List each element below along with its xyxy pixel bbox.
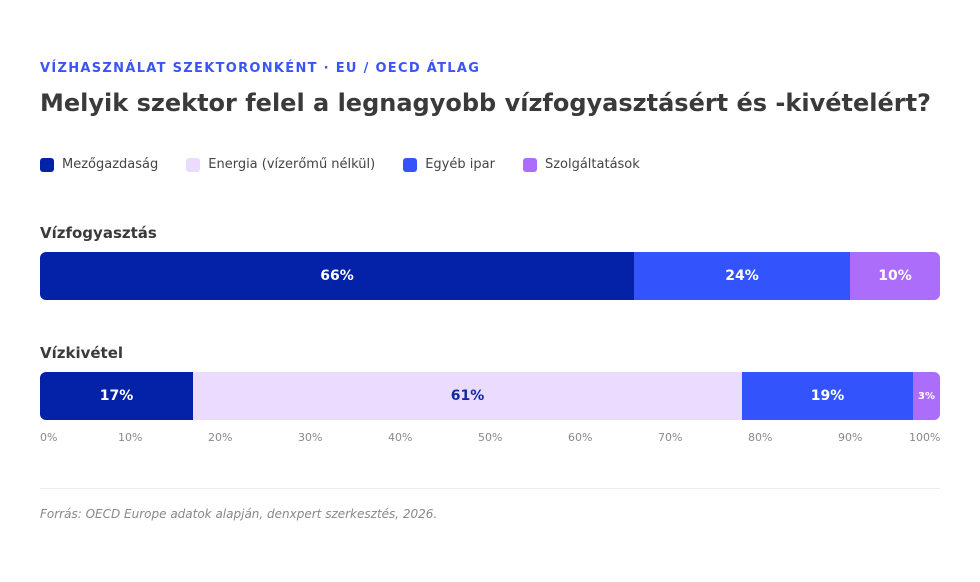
data-label-withdrawal-industry: 19% xyxy=(810,388,845,404)
bar-segment-consumption-services: 10% xyxy=(850,252,940,300)
bar-segment-consumption-industry: 24% xyxy=(634,252,850,300)
data-label-withdrawal-agriculture: 17% xyxy=(99,388,134,404)
row-label-withdrawal: Vízkivétel xyxy=(40,344,124,362)
x-tick-label: 90% xyxy=(838,431,863,444)
x-tick-label: 100% xyxy=(909,431,941,444)
legend-swatch-services xyxy=(522,157,537,172)
bar-segment-withdrawal-energy: 61% xyxy=(193,372,742,420)
legend-item-industry: Egyéb ipar xyxy=(403,157,495,172)
legend-label-energy: Energia (vízerőmű nélkül) xyxy=(208,157,376,172)
x-tick-label: 20% xyxy=(208,431,233,444)
bar-segment-consumption-agriculture: 66% xyxy=(40,252,634,300)
chart-title: Melyik szektor felel a legnagyobb vízfog… xyxy=(40,89,931,117)
legend-swatch-industry xyxy=(403,157,418,172)
x-tick-label: 40% xyxy=(388,431,413,444)
stacked-bar-withdrawal: 17% 61% 19% 3% xyxy=(40,372,940,420)
stacked-bar-consumption: 66% 24% 10% xyxy=(40,252,940,300)
bar-segment-withdrawal-agriculture: 17% xyxy=(40,372,193,420)
x-tick-label: 10% xyxy=(118,431,143,444)
bar-segment-withdrawal-services: 3% xyxy=(913,372,940,420)
bar-segment-withdrawal-industry: 19% xyxy=(742,372,913,420)
legend-swatch-energy xyxy=(186,157,201,172)
chart-legend: Mezőgazdaság Energia (vízerőmű nélkül) E… xyxy=(40,157,640,172)
legend-item-energy: Energia (vízerőmű nélkül) xyxy=(186,157,375,172)
data-label-withdrawal-services: 3% xyxy=(918,390,935,402)
legend-item-agriculture: Mezőgazdaság xyxy=(40,157,158,172)
x-tick-label: 60% xyxy=(568,431,593,444)
x-tick-label: 30% xyxy=(298,431,323,444)
x-tick-label: 0% xyxy=(40,431,58,444)
data-label-withdrawal-energy: 61% xyxy=(450,388,485,404)
x-tick-label: 70% xyxy=(658,431,683,444)
source-note: Forrás: OECD Europe adatok alapján, denx… xyxy=(40,507,438,521)
data-label-consumption-services: 10% xyxy=(878,268,912,284)
legend-label-industry: Egyéb ipar xyxy=(425,157,495,172)
footer-divider xyxy=(40,488,940,489)
data-label-consumption-agriculture: 66% xyxy=(320,268,354,284)
legend-item-services: Szolgáltatások xyxy=(522,157,640,172)
legend-label-services: Szolgáltatások xyxy=(544,157,640,172)
chart-eyebrow: VÍZHASZNÁLAT SZEKTORONKÉNT · EU / OECD Á… xyxy=(40,61,481,76)
legend-swatch-agriculture xyxy=(40,157,54,172)
x-tick-label: 50% xyxy=(478,431,503,444)
row-label-consumption: Vízfogyasztás xyxy=(40,224,157,242)
x-tick-label: 80% xyxy=(748,431,773,444)
legend-label-agriculture: Mezőgazdaság xyxy=(62,157,159,172)
data-label-consumption-industry: 24% xyxy=(725,268,759,284)
x-axis: 0% 10% 20% 30% 40% 50% 60% 70% 80% 90% 100% xyxy=(40,431,940,445)
